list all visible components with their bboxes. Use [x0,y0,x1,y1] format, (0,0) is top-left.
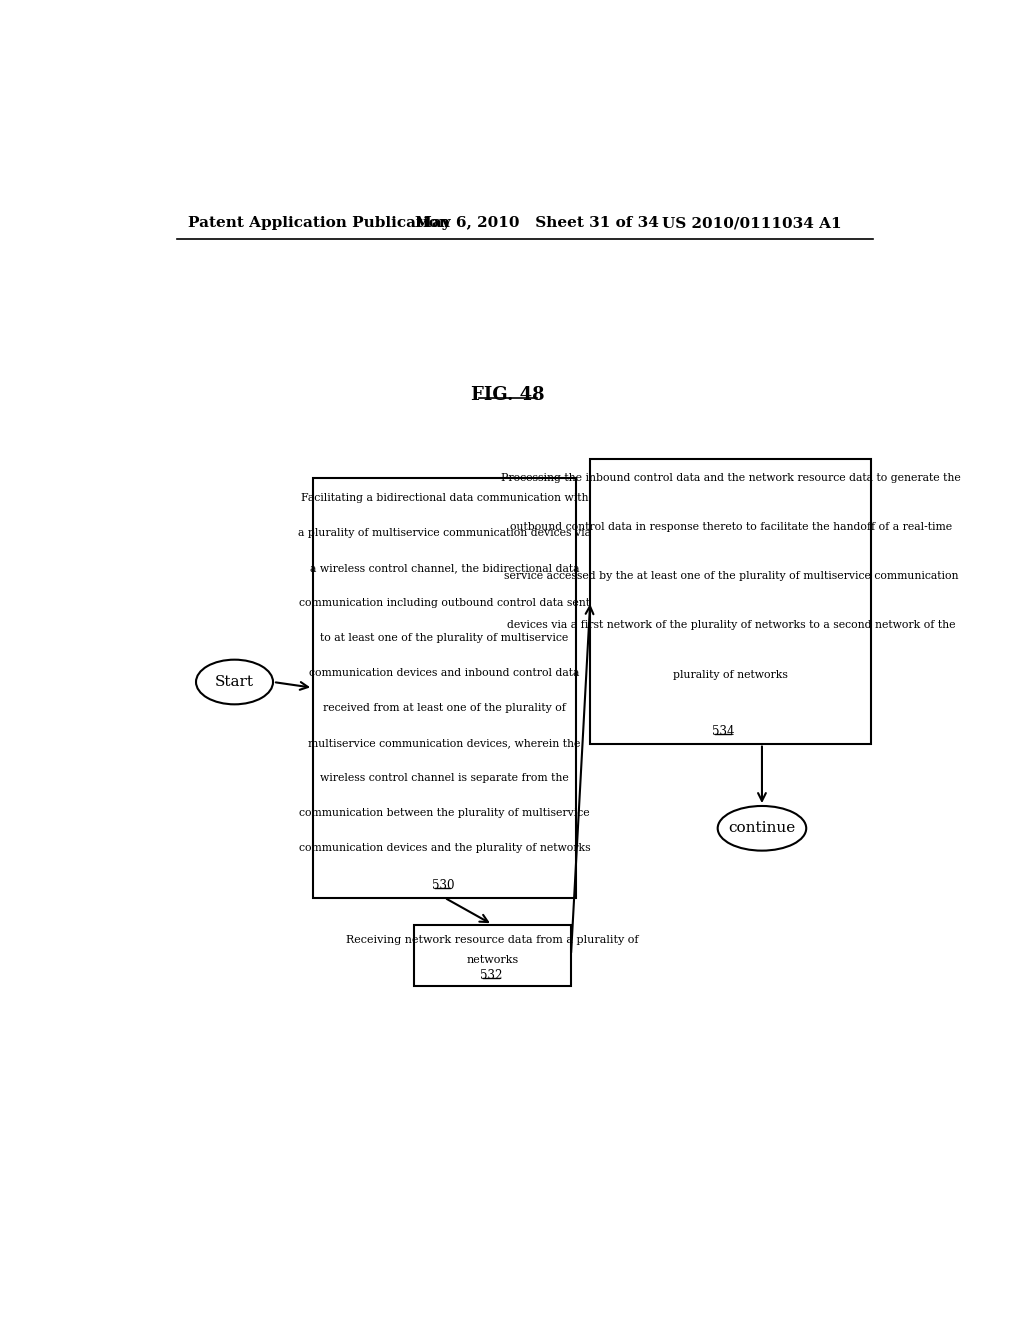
Text: 530: 530 [431,879,454,892]
Text: wireless control channel is separate from the: wireless control channel is separate fro… [319,774,568,783]
Ellipse shape [196,660,273,705]
Text: Receiving network resource data from a plurality of: Receiving network resource data from a p… [346,936,639,945]
Text: FIG. 48: FIG. 48 [471,385,545,404]
Text: multiservice communication devices, wherein the: multiservice communication devices, wher… [308,738,581,748]
FancyBboxPatch shape [590,459,871,743]
Text: plurality of networks: plurality of networks [674,669,788,680]
Text: service accessed by the at least one of the plurality of multiservice communicat: service accessed by the at least one of … [504,572,958,581]
Text: to at least one of the plurality of multiservice: to at least one of the plurality of mult… [321,634,568,643]
FancyBboxPatch shape [414,924,571,986]
Text: May 6, 2010   Sheet 31 of 34: May 6, 2010 Sheet 31 of 34 [416,216,659,230]
Text: devices via a first network of the plurality of networks to a second network of : devices via a first network of the plura… [507,620,955,631]
Text: a wireless control channel, the bidirectional data: a wireless control channel, the bidirect… [309,564,580,573]
Text: continue: continue [728,821,796,836]
Text: outbound control data in response thereto to facilitate the handoff of a real-ti: outbound control data in response theret… [510,521,952,532]
Text: US 2010/0111034 A1: US 2010/0111034 A1 [662,216,842,230]
Text: 532: 532 [479,969,502,982]
Text: 534: 534 [712,725,734,738]
Text: communication between the plurality of multiservice: communication between the plurality of m… [299,808,590,818]
Text: communication devices and the plurality of networks: communication devices and the plurality … [299,843,590,853]
Ellipse shape [718,807,806,850]
Text: a plurality of multiservice communication devices via: a plurality of multiservice communicatio… [298,528,591,539]
FancyBboxPatch shape [313,478,575,898]
Text: received from at least one of the plurality of: received from at least one of the plural… [323,704,566,713]
Text: communication including outbound control data sent: communication including outbound control… [299,598,590,609]
Text: Start: Start [215,675,254,689]
Text: Patent Application Publication: Patent Application Publication [188,216,451,230]
Text: networks: networks [466,956,518,965]
Text: communication devices and inbound control data: communication devices and inbound contro… [309,668,580,678]
Text: Processing the inbound control data and the network resource data to generate th: Processing the inbound control data and … [501,473,961,483]
Text: Facilitating a bidirectional data communication with: Facilitating a bidirectional data commun… [301,494,588,503]
